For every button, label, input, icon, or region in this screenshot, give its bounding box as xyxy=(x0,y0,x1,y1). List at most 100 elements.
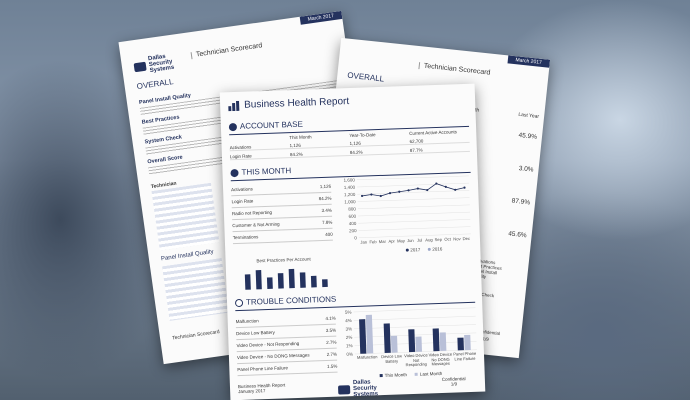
this-month-list: Activations 1,126 Login Rate 84.2% Radio not… xyxy=(230,180,334,259)
point xyxy=(463,186,466,189)
grid-line xyxy=(356,175,469,181)
row-label: Video Device - Not Responding xyxy=(236,340,300,349)
point xyxy=(444,185,447,188)
section-title: OVERALL xyxy=(136,77,175,92)
row-label: Radio not Reporting xyxy=(231,209,273,217)
footer: Confidential 1/9 xyxy=(442,376,466,387)
column-header: This Month xyxy=(289,134,312,141)
x-tick-label: May xyxy=(397,238,406,243)
row-label: Customer & Not Arming xyxy=(232,221,280,229)
point xyxy=(416,187,419,190)
bar xyxy=(464,334,471,351)
cell: 84.2% xyxy=(349,149,363,156)
grid-line xyxy=(357,197,470,202)
bar xyxy=(432,328,440,352)
point xyxy=(360,194,364,198)
legend: This Month Last Month xyxy=(379,370,443,378)
section-heading: ACCOUNT BASE xyxy=(228,119,303,132)
bar xyxy=(390,335,398,353)
grid-line xyxy=(353,307,476,313)
point xyxy=(398,190,401,193)
x-tick-label: Feb xyxy=(369,239,377,244)
legend-swatch xyxy=(414,372,418,376)
y-tick-label: 0 xyxy=(354,235,357,240)
y-tick-label: 1,200 xyxy=(344,192,356,197)
point xyxy=(407,189,410,192)
grid-line xyxy=(358,219,471,224)
list-row: Terminations 400 xyxy=(232,228,333,245)
bar xyxy=(383,323,391,353)
row-value: 7.8% xyxy=(321,219,333,226)
row-value: 84.2% xyxy=(318,195,332,202)
table xyxy=(162,257,230,321)
grid-line xyxy=(358,226,471,231)
grid-line xyxy=(354,332,477,338)
title-icon xyxy=(228,100,240,111)
x-tick-label: Device Low Battery xyxy=(381,353,403,364)
x-tick-label: Nov xyxy=(453,236,462,241)
x-tick-label: Video Device Not Responding xyxy=(404,352,428,368)
heading-text: ACCOUNT BASE xyxy=(239,119,303,131)
grid-line xyxy=(358,211,471,217)
x-tick-label: Apr xyxy=(388,238,395,243)
x-tick-label: Mar xyxy=(379,239,387,244)
page-number: 1/9 xyxy=(450,381,458,387)
logo: Dallas Security Systems xyxy=(133,52,184,77)
y-tick-label: 800 xyxy=(348,206,356,211)
row-label: Panel Phone Line Failure xyxy=(237,365,288,373)
page-title: Technician Scorecard xyxy=(190,42,263,60)
grid-line xyxy=(353,315,476,321)
y-tick-label: 400 xyxy=(349,221,357,226)
x-tick-label: Dec xyxy=(462,236,470,241)
row-label: Activations xyxy=(229,144,252,151)
footer-date: January 2017 xyxy=(238,388,266,395)
bar xyxy=(266,277,273,290)
logo: Dallas Security Systems xyxy=(337,379,388,399)
row-value: 2.7% xyxy=(326,351,337,357)
y-tick-label: 0% xyxy=(346,352,353,357)
legend-label: Last Month xyxy=(419,370,443,377)
row-label: Login Rate xyxy=(231,198,254,205)
bar-chart: 0% 1% 2% 3% 4% 5% xyxy=(345,307,477,357)
company: Dallas Security Systems xyxy=(147,53,175,75)
list-row: Panel Phone Line Failure 1.5% xyxy=(237,360,338,377)
date: March 2017 xyxy=(299,10,343,25)
point xyxy=(426,188,429,192)
point xyxy=(370,193,373,196)
bar xyxy=(299,272,306,288)
row-label: Device Low Battery xyxy=(236,329,275,337)
legend-label: 2016 xyxy=(432,246,443,251)
section-heading: THIS MONTH xyxy=(230,166,291,177)
grid-line xyxy=(358,233,471,239)
bar xyxy=(244,274,251,290)
bar xyxy=(408,329,416,353)
row-label: Terminations xyxy=(232,234,259,241)
bar-chart: Best Practices Per Account xyxy=(244,256,328,290)
grid-line xyxy=(357,204,470,210)
x-tick-label: Video Device No DONG Messages xyxy=(428,351,453,367)
cell: 45.9% xyxy=(518,131,538,141)
footer: Business Health Report January 2017 xyxy=(238,382,286,394)
bar xyxy=(439,332,447,352)
section-heading: TROUBLE CONDITIONS xyxy=(234,295,336,308)
x-tick-label: Jun xyxy=(407,238,415,243)
cell: 84.2% xyxy=(289,151,303,158)
column-header: Year-To-Date xyxy=(349,132,376,139)
y-tick-label: 1,000 xyxy=(344,199,356,204)
y-tick-label: 4% xyxy=(345,318,352,323)
bar xyxy=(359,319,367,354)
bar xyxy=(365,314,374,354)
row-label: Malfunction xyxy=(235,318,259,325)
bar xyxy=(457,337,464,351)
cell: 45.6% xyxy=(507,230,527,240)
x-tick-label: Panel Phone Line Failure xyxy=(453,350,477,362)
cell: 3.0% xyxy=(518,165,534,174)
row-value: 1,126 xyxy=(319,183,332,190)
row-value: 3.4% xyxy=(321,207,332,214)
point xyxy=(454,188,457,191)
title-text: Business Health Report xyxy=(243,96,350,111)
page-title: Technician Scorecard xyxy=(418,62,491,77)
point xyxy=(388,192,392,195)
line-series xyxy=(362,183,465,197)
row-label: Login Rate xyxy=(229,153,252,160)
